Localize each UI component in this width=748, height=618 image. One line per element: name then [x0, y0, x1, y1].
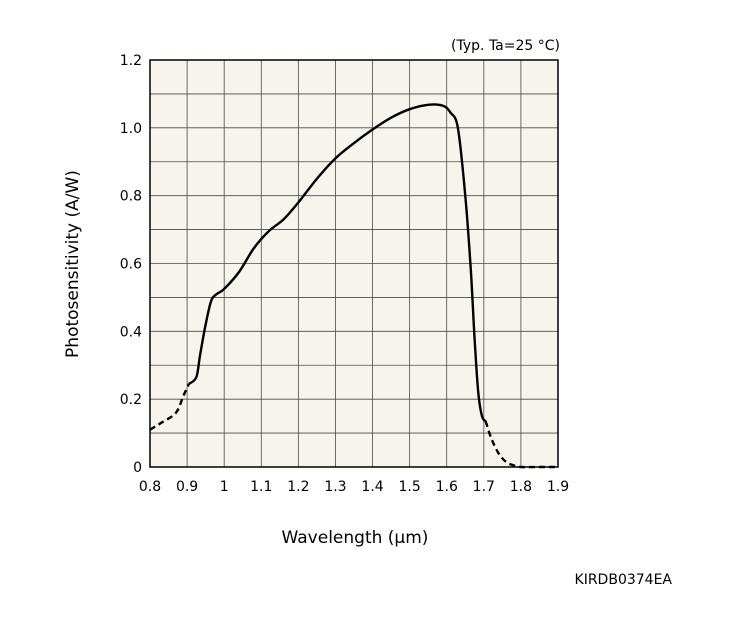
x-tick-label: 1.3 [324, 479, 346, 495]
series-line-solid [188, 103, 487, 423]
x-tick-labels: 0.8 0.9 1 1.1 1.2 1.3 1.4 1.5 1.6 1.7 1.8 1.9 [139, 479, 569, 495]
y-tick-label: 0.4 [120, 324, 142, 340]
x-tick-label: 0.9 [176, 479, 198, 495]
plot-frame [149, 59, 559, 468]
condition-note: (Typ. Ta=25 °C) [451, 38, 560, 54]
x-tick-label: 1.7 [473, 479, 495, 495]
series-line-dashed [484, 420, 558, 469]
figure-code: KIRDB0374EA [575, 572, 673, 588]
y-tick-label: 1.0 [120, 121, 142, 137]
x-tick-label: 1 [220, 479, 229, 495]
series-line-dashed [149, 383, 191, 431]
y-tick-label: 0.6 [120, 257, 142, 273]
y-tick-label: 1.2 [120, 53, 142, 69]
x-tick-label: 1.2 [287, 479, 309, 495]
y-tick-labels: 0 0.2 0.4 0.6 0.8 1.0 1.2 [120, 53, 142, 476]
x-tick-label: 1.8 [510, 479, 532, 495]
x-tick-label: 1.4 [361, 479, 383, 495]
y-tick-label: 0.8 [120, 189, 142, 205]
series-group [149, 103, 558, 469]
y-axis-label: Photosensitivity (A/W) [63, 170, 83, 358]
x-tick-label: 1.9 [547, 479, 569, 495]
x-tick-label: 0.8 [139, 479, 161, 495]
x-tick-label: 1.5 [399, 479, 421, 495]
x-tick-label: 1.6 [436, 479, 458, 495]
x-tick-label: 1.1 [250, 479, 272, 495]
x-axis-label: Wavelength (µm) [282, 528, 429, 548]
grid-lines [150, 60, 558, 467]
y-tick-label: 0 [133, 460, 142, 476]
y-tick-label: 0.2 [120, 392, 142, 408]
